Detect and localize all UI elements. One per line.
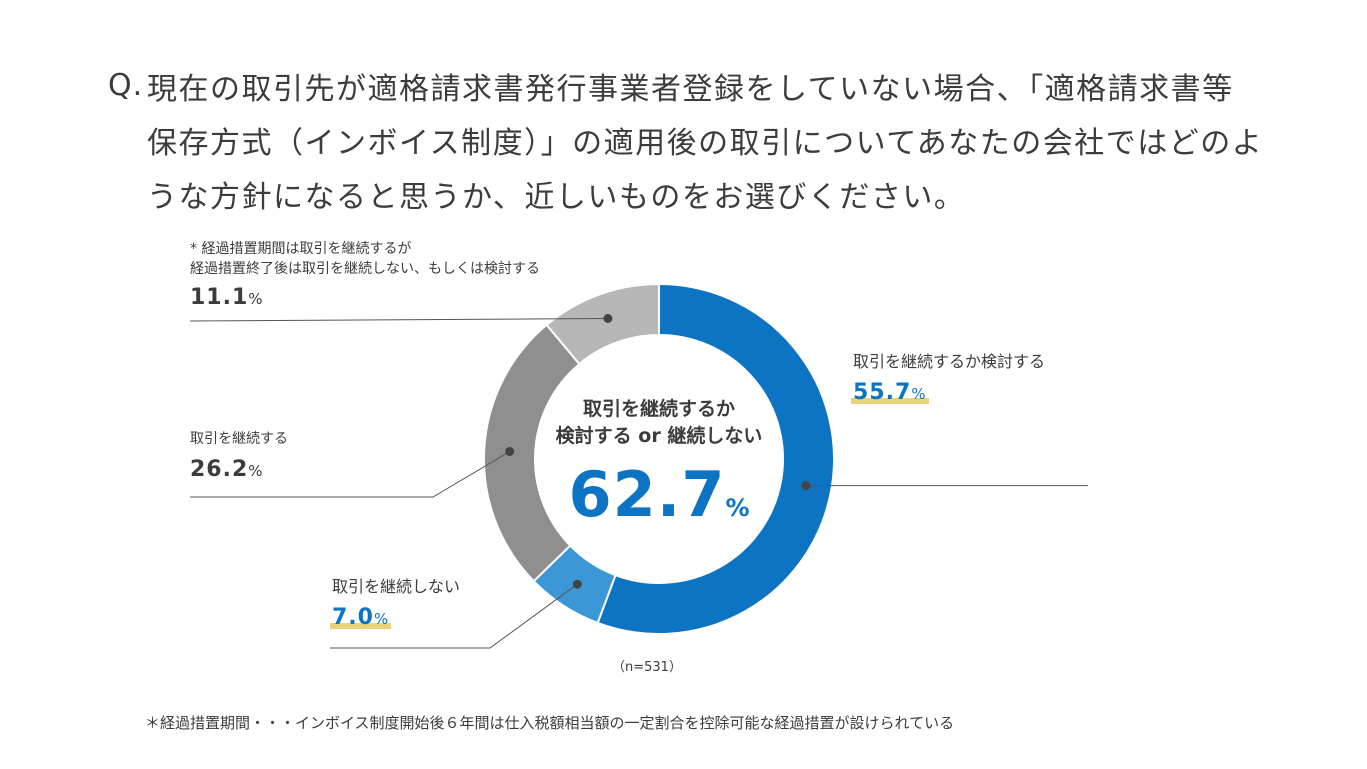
sample-size-label: （n=531） — [612, 660, 682, 675]
value-continue-unit: % — [248, 462, 264, 480]
leader-dot-discontinue — [572, 579, 582, 589]
slice-consider — [596, 282, 835, 635]
leader-dot-consider — [801, 481, 811, 491]
leader-dot-transitional — [603, 313, 613, 323]
question-prefix: Q. — [108, 68, 144, 103]
label-discontinue: 取引を継続しない — [332, 577, 461, 596]
value-consider-number: 55.7 — [853, 380, 912, 405]
footnote: ＊経過措置期間・・・インボイス制度開始後６年間は仕入税額相当額の一定割合を控除可… — [145, 714, 955, 732]
slice-continue — [483, 323, 581, 583]
leader-dot-continue — [505, 446, 515, 456]
value-discontinue: 7.0% — [329, 605, 392, 630]
value-discontinue-number: 7.0 — [332, 605, 374, 630]
label-continue: 取引を継続する — [190, 431, 288, 447]
value-continue: 26.2% — [190, 457, 264, 482]
value-continue-number: 26.2 — [190, 457, 249, 482]
leader-transitional — [189, 317, 608, 322]
slice-transitional — [545, 282, 660, 366]
question-line-1: 現在の取引先が適格請求書発行事業者登録をしていない場合、「適格請求書等 — [147, 72, 1234, 107]
value-consider: 55.7% — [851, 380, 929, 405]
value-consider-unit: % — [911, 385, 927, 403]
center-caption-line-2: 検討する or 継続しない — [555, 425, 763, 447]
center-value: 62.7% — [529, 458, 789, 531]
center-value-number: 62.7 — [568, 458, 726, 531]
value-transitional-unit: % — [248, 290, 264, 308]
value-transitional: 11.1% — [190, 285, 264, 310]
value-discontinue-unit: % — [373, 610, 390, 628]
center-value-unit: % — [725, 494, 750, 522]
label-transitional-line-1: * 経過措置期間は取引を継続するが — [190, 241, 412, 257]
label-transitional-line-2: 経過措置終了後は取引を継続しない、もしくは検討する — [190, 261, 540, 277]
question-line-3: うな方針になると思うか、近しいものをお選びください。 — [147, 180, 966, 215]
leader-continue — [190, 451, 510, 498]
leader-discontinue — [330, 583, 578, 649]
value-transitional-number: 11.1 — [190, 285, 249, 310]
center-caption: 取引を継続するか 検討する or 継続しない — [529, 396, 789, 450]
question-text: 現在の取引先が適格請求書発行事業者登録をしていない場合、「適格請求書等 保存方式… — [147, 63, 1327, 225]
center-caption-line-1: 取引を継続するか — [582, 398, 735, 420]
question-line-2: 保存方式（インボイス制度）」の適用後の取引についてあなたの会社ではどのよ — [147, 126, 1264, 161]
label-consider: 取引を継続するか検討する — [853, 352, 1046, 371]
